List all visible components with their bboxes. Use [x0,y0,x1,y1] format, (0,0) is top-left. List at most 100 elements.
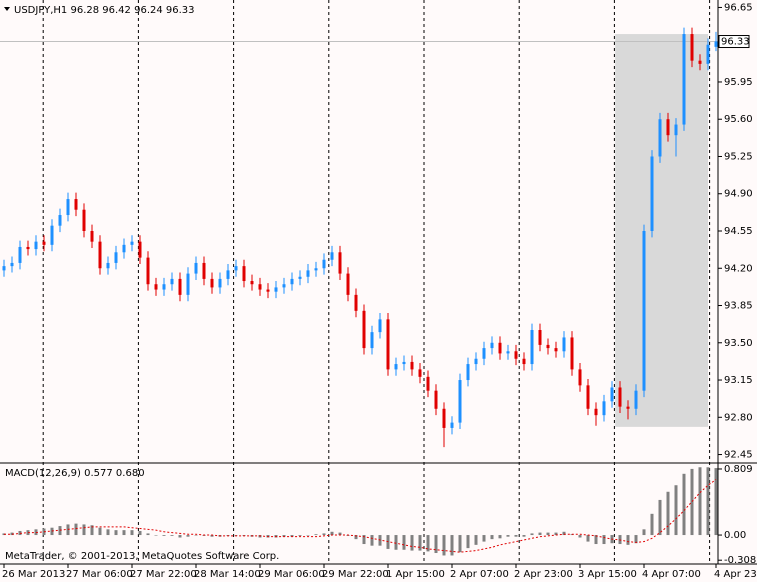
candle-body [138,241,142,258]
macd-bar [322,533,326,536]
candle-body [450,422,454,428]
macd-bar [130,530,134,536]
candle-body [402,361,406,365]
macd-bar [426,535,430,552]
signal-line [4,479,717,553]
chart-title: USDJPY,H1 96.28 96.42 96.24 96.33 [14,5,195,16]
candle-body [314,268,318,271]
candle-body [162,284,166,290]
candle-body [346,273,350,295]
candle-body [386,319,390,370]
macd-bar [562,531,566,536]
candle-body [618,387,622,407]
candle-body [146,257,150,285]
x-tick-label: 29 Mar 22:00 [322,569,389,580]
macd-bar [538,532,542,536]
candle-body [226,270,230,279]
candle-body [482,348,486,359]
candle-body [442,408,446,428]
macd-bar [194,535,198,536]
macd-bar [482,535,486,542]
candle-body [362,310,366,349]
candle-body [666,119,670,136]
macd-bar [658,499,662,536]
macd-bar [394,535,398,550]
candle-body [394,364,398,370]
macd-bar [402,535,406,550]
indicator-title: MACD(12,26,9) 0.577 0.680 [5,468,145,479]
macd-bar [698,467,702,536]
macd-bar [674,485,678,536]
macd-bar [146,533,150,536]
macd-bar [706,467,710,536]
macd-bar [362,535,366,545]
macd-bar [682,473,686,536]
y-tick-label: 93.50 [724,338,753,349]
macd-bar [442,535,446,556]
macd-bar [98,527,102,536]
candle-body [90,231,94,242]
candle-body [626,406,630,409]
candle-body [234,266,238,271]
candle-body [130,241,134,245]
candle-body [322,259,326,269]
macd-bar [650,513,654,536]
macd-bar [450,535,454,556]
bid-label: 96.33 [721,37,750,48]
candle-body [522,358,526,365]
macd-bar [90,525,94,536]
x-tick-label: 2 Apr 23:00 [514,569,573,580]
candle-body [594,408,598,416]
bid-label-box [718,35,750,49]
candle-body [82,209,86,231]
macd-bar [314,534,318,536]
macd-bar [506,535,510,537]
macd-bar [114,530,118,536]
macd-bar [370,535,374,546]
x-tick-label: 3 Apr 15:00 [578,569,637,580]
candle-body [250,281,254,285]
macd-bar [178,535,182,538]
candle-body [706,44,710,64]
macd-bar [498,535,502,539]
y-tick-label: 0.00 [724,530,746,541]
y-tick-label: 94.90 [724,189,753,200]
candle-body [202,262,206,279]
macd-bar [410,535,414,551]
x-tick-label: 4 Apr 07:00 [642,569,701,580]
highlight-rectangle [615,34,708,427]
y-tick-label: 0.809 [724,464,753,475]
macd-bar [642,529,646,536]
candle-body [634,390,638,409]
macd-bar [154,535,158,536]
macd-bar [514,535,518,537]
candle-body [714,41,718,47]
macd-bar [690,468,694,536]
candle-body [154,284,158,290]
candle-body [290,278,294,285]
candle-body [506,351,510,354]
macd-bar [594,535,598,545]
macd-bar [458,535,462,553]
candle-body [98,241,102,269]
macd-bar [474,535,478,545]
candle-body [210,278,214,288]
candle-body [642,231,646,391]
candle-body [434,390,438,409]
candle-body [410,361,414,370]
candle-body [282,284,286,288]
candle-body [490,342,494,349]
menu-icon[interactable] [4,7,10,11]
macd-bar [602,535,606,545]
x-tick-label: 27 Mar 06:00 [66,569,133,580]
candle-body [258,284,262,290]
candle-body [562,337,566,352]
y-tick-label: 92.80 [724,412,753,423]
candle-body [546,344,550,349]
candle-body [458,380,462,423]
candle-body [354,294,358,311]
candle-body [378,319,382,333]
candle-body [466,364,470,381]
candle-body [426,376,430,391]
candle-body [26,246,30,250]
